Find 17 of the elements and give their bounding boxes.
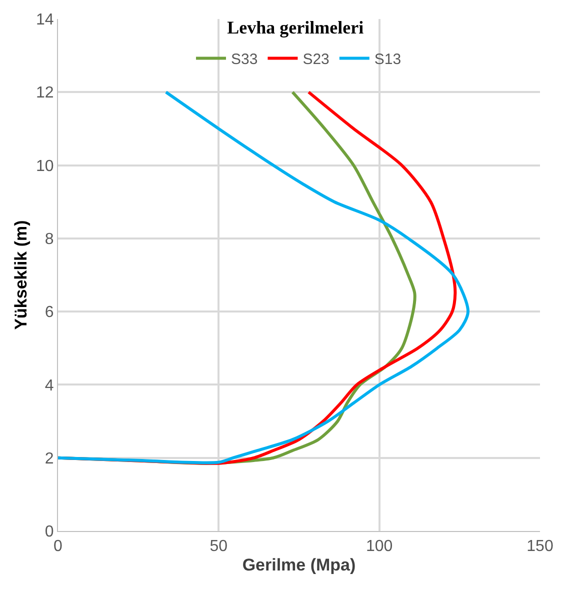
y-tick-label: 4 — [44, 377, 54, 394]
legend-label: S33 — [231, 51, 258, 68]
y-tick-label: 0 — [44, 524, 54, 541]
x-tick-label: 100 — [366, 538, 393, 556]
legend-label: S13 — [374, 51, 402, 68]
chart-title: Levha gerilmeleri — [227, 17, 364, 38]
y-tick-label: 10 — [36, 158, 54, 175]
y-tick-label: 6 — [44, 304, 54, 322]
x-tick-label: 50 — [210, 538, 228, 556]
x-axis-title: Gerilme (Mpa) — [242, 556, 356, 575]
legend-label: S23 — [302, 51, 330, 68]
y-tick-label: 8 — [44, 231, 54, 248]
x-tick-label: 150 — [526, 538, 554, 556]
y-tick-label: 12 — [36, 84, 54, 102]
y-tick-label: 14 — [36, 12, 54, 29]
y-tick-label: 2 — [44, 450, 54, 468]
y-axis-title: Yükseklik (m) — [12, 220, 31, 330]
